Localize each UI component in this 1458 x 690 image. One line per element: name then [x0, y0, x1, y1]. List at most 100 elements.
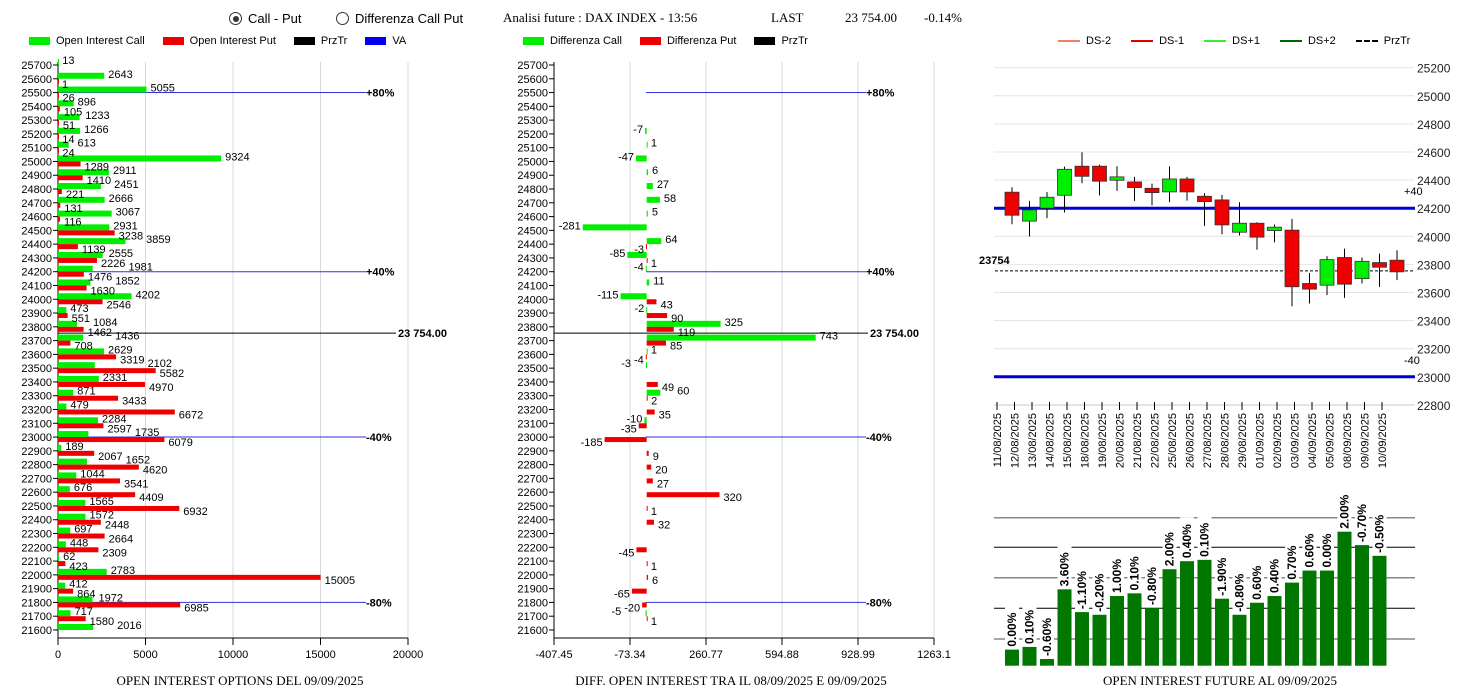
candle-down [1372, 262, 1387, 268]
put-bar [646, 561, 648, 567]
va-label: -40% [866, 432, 892, 444]
put-bar [646, 340, 667, 346]
call-bar [58, 320, 77, 327]
put-bar [58, 92, 59, 98]
x-tick-label: 260.77 [689, 649, 723, 661]
strike-label: 24700 [517, 198, 548, 210]
put-bar [58, 616, 86, 622]
call-bar [646, 141, 648, 148]
bar-value-label: -0.80% [1233, 573, 1247, 611]
call-bar [646, 169, 649, 176]
oi-future-bar [1267, 596, 1282, 666]
put-bar [58, 313, 68, 319]
strike-label: 23700 [517, 336, 548, 348]
bar-label-bg [1075, 568, 1089, 611]
strike-label: 22500 [21, 501, 52, 513]
bar-value-label: 0.10% [1023, 610, 1037, 644]
candle-up [1022, 209, 1037, 222]
call-bar [58, 486, 70, 493]
bar-value-label: -115 [597, 289, 618, 301]
bar-label-bg [1337, 487, 1352, 530]
bar-value-label: 1044 [80, 468, 104, 480]
strike-label: 23300 [21, 391, 52, 403]
strike-label: 24400 [21, 239, 52, 251]
call-bar [646, 210, 648, 217]
strike-label: 24600 [517, 212, 548, 224]
bar-value-label: -1.10% [1075, 571, 1089, 609]
bar-value-label: 64 [665, 234, 677, 246]
y-tick-label: 23800 [1417, 258, 1451, 272]
strike-label: 22700 [21, 473, 52, 485]
radio-call-put-label: Call - Put [248, 11, 302, 26]
call-bar [58, 472, 77, 479]
bar-label-bg [1355, 501, 1369, 544]
call-bar [645, 127, 647, 134]
date-label: 10/09/2025 [1377, 413, 1389, 468]
bar-value-label: -47 [618, 151, 634, 163]
strike-label: 23200 [517, 405, 548, 417]
bar-value-label: 479 [70, 400, 88, 412]
put-bar [58, 285, 87, 291]
strike-label: 21900 [21, 584, 52, 596]
strike-label: 23700 [21, 336, 52, 348]
bar-value-label: 2451 [114, 179, 138, 191]
strike-label: 23100 [21, 418, 52, 430]
bar-value-label: 448 [70, 537, 88, 549]
oi-future-bar [1022, 646, 1037, 666]
bar-value-label: 3238 [119, 230, 143, 242]
call-bar [58, 568, 107, 575]
candle-up [1039, 196, 1055, 209]
put-bar [58, 216, 61, 222]
bar-value-label: 2664 [109, 534, 133, 546]
bar-value-label: 24 [62, 148, 74, 160]
bar-value-label: 2597 [107, 423, 131, 435]
call-bar [646, 238, 662, 245]
call-bar [58, 59, 59, 65]
candle-up [1162, 178, 1177, 193]
bar-value-label: 2783 [111, 565, 135, 577]
call-bar [58, 417, 98, 424]
candle-up [1232, 222, 1247, 233]
legend-label: DS-1 [1159, 35, 1185, 47]
put-bar [58, 478, 120, 484]
oi-future-bar [1180, 561, 1194, 666]
call-bar [646, 183, 653, 190]
put-bar [604, 437, 647, 443]
bar-value-label: -4 [634, 354, 644, 366]
bar-value-label: 189 [65, 441, 83, 453]
put-bar [646, 464, 652, 470]
legend-label: PrzTr [781, 35, 808, 47]
radio-differenza[interactable]: Differenza Call Put [336, 11, 463, 26]
bar-value-label: 717 [75, 606, 93, 618]
bar-value-label: 6672 [179, 410, 203, 422]
call-bar [645, 610, 647, 617]
bar-value-label: 6 [652, 575, 658, 587]
oi-future-bar [1127, 593, 1142, 666]
bar-value-label: 2067 [98, 451, 122, 463]
radio-call-put[interactable]: Call - Put [229, 11, 301, 26]
put-bar [58, 368, 156, 374]
bar-value-label: 1852 [115, 275, 139, 287]
bar-value-label: 1572 [90, 510, 114, 522]
va-label: -80% [866, 597, 892, 609]
strike-label: 24000 [517, 294, 548, 306]
call-bar [646, 348, 648, 355]
bar-value-label: -7 [633, 124, 643, 136]
change-percent: -0.14% [924, 10, 962, 25]
bar-label-bg [1005, 605, 1019, 648]
strike-label: 23400 [21, 377, 52, 389]
bar-label-bg [1320, 526, 1334, 569]
put-bar [58, 547, 99, 553]
call-bar [58, 541, 66, 548]
date-label: 26/08/2025 [1185, 413, 1197, 468]
y-tick-label: 23400 [1417, 315, 1451, 329]
bar-value-label: 3067 [116, 207, 140, 219]
put-bar [58, 395, 119, 401]
date-label: 13/08/2025 [1027, 413, 1039, 468]
oi-future-bar [1337, 531, 1352, 666]
y-tick-label: 24800 [1417, 118, 1451, 132]
x-tick-label: 10000 [218, 649, 249, 661]
call-bar [58, 582, 66, 589]
strike-label: 22900 [21, 446, 52, 458]
strike-label: 24700 [21, 198, 52, 210]
